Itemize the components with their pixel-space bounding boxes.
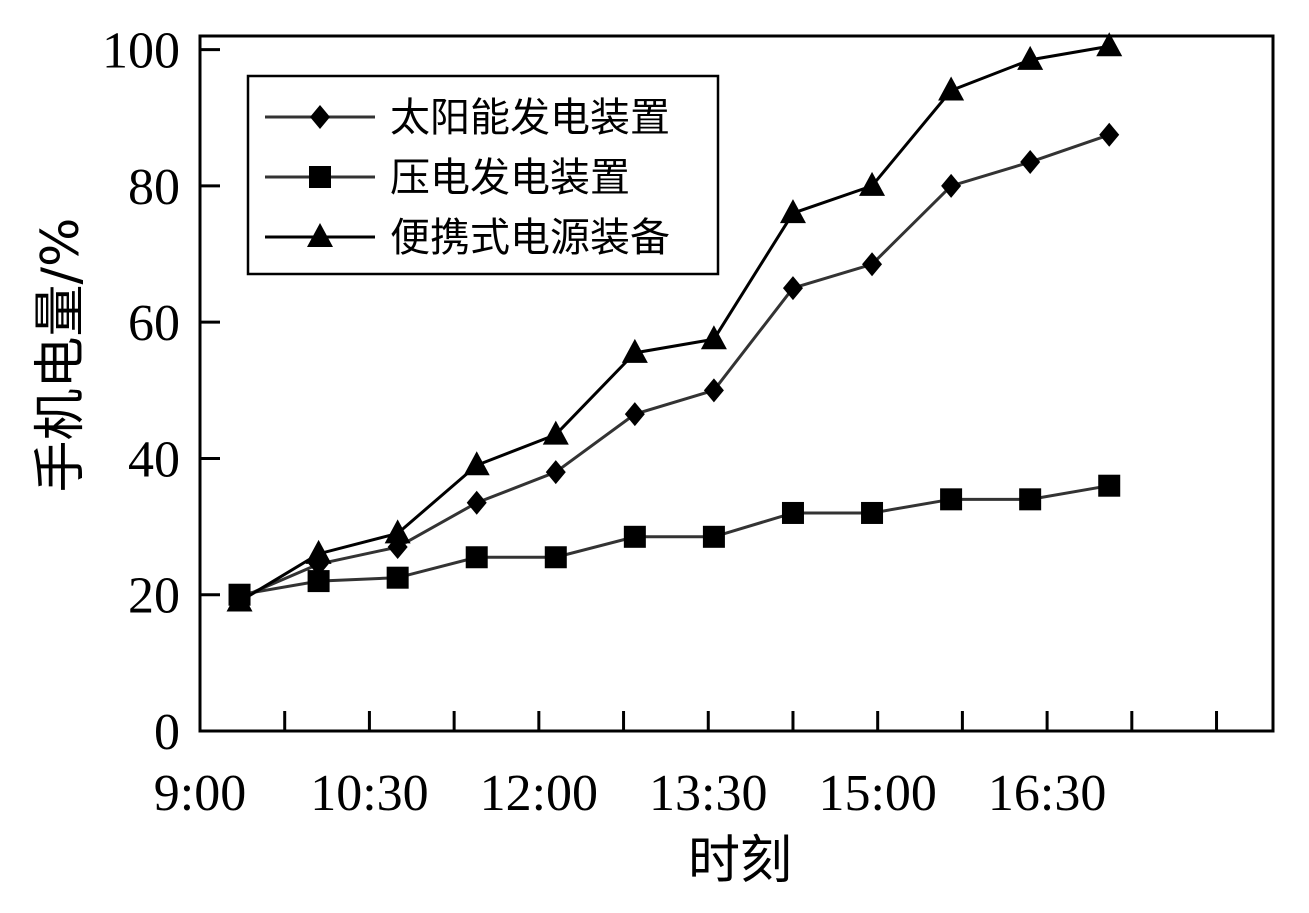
data-point-square [465,546,488,569]
series-triangle [226,32,1123,612]
data-point-square [702,525,725,548]
data-point-triangle [779,199,806,224]
plot-frame [198,34,1275,733]
y-tick-label: 40 [128,431,180,488]
data-point-diamond [941,173,962,198]
data-point-triangle [621,338,648,363]
data-point-diamond [624,402,645,427]
data-point-square [309,166,331,188]
data-point-diamond [1099,122,1120,147]
data-point-diamond [862,252,883,277]
data-point-square [544,546,567,569]
y-tick-label: 80 [128,159,180,216]
data-point-triangle [700,325,727,350]
data-point-triangle [305,539,332,564]
y-tick-label: 0 [154,704,180,761]
legend-label: 压电发电装置 [390,155,630,201]
legend-label: 太阳能发电装置 [390,95,670,141]
data-point-diamond [782,276,803,301]
data-point-diamond [1020,150,1041,175]
y-tick-label: 60 [128,295,180,352]
legend-item: 太阳能发电装置 [265,95,670,141]
data-point-triangle [463,451,490,476]
data-point-triangle [859,171,886,196]
data-point-triangle [384,519,411,544]
data-point-triangle [1096,32,1123,57]
series-line [238,133,1110,600]
series-line [238,44,1110,603]
x-tick-label: 13:30 [649,765,767,822]
data-point-square [861,501,884,524]
y-tick-label: 20 [128,568,180,625]
data-point-triangle [938,76,965,101]
data-point-square [940,488,963,511]
y-axis-ticks: 0 20 40 60 80 100 [102,23,220,761]
series-line [239,484,1110,597]
x-tick-label: 10:30 [310,765,428,822]
y-axis-title: 手机电量/% [31,218,91,493]
legend-item: 压电发电装置 [265,155,630,201]
x-axis-title: 时刻 [688,831,792,891]
data-point-square [307,570,330,593]
data-point-square [1019,488,1042,511]
data-point-triangle [542,420,569,445]
data-point-triangle [226,587,253,612]
x-tick-label: 15:00 [818,765,936,822]
data-point-diamond [310,105,330,129]
data-point-square [1098,474,1121,497]
legend-item: 便携式电源装备 [265,215,670,261]
x-axis-ticks: 9:00 10:30 12:00 13:30 15:00 16:30 [154,711,1219,822]
data-point-diamond [466,490,487,515]
data-point-square [386,566,409,589]
plot-border [198,34,1275,733]
data-point-square [781,501,804,524]
x-tick-label: 12:00 [480,765,598,822]
y-tick-label: 100 [102,23,180,80]
data-point-triangle [307,223,333,247]
x-tick-label: 16:30 [988,765,1106,822]
data-point-diamond [545,460,566,485]
data-point-square [623,525,646,548]
data-point-diamond [703,378,724,403]
data-point-triangle [1017,45,1044,70]
series-square [228,474,1121,606]
x-tick-label: 9:00 [154,765,246,822]
series-layer [226,32,1123,612]
legend-label: 便携式电源装备 [390,215,670,261]
